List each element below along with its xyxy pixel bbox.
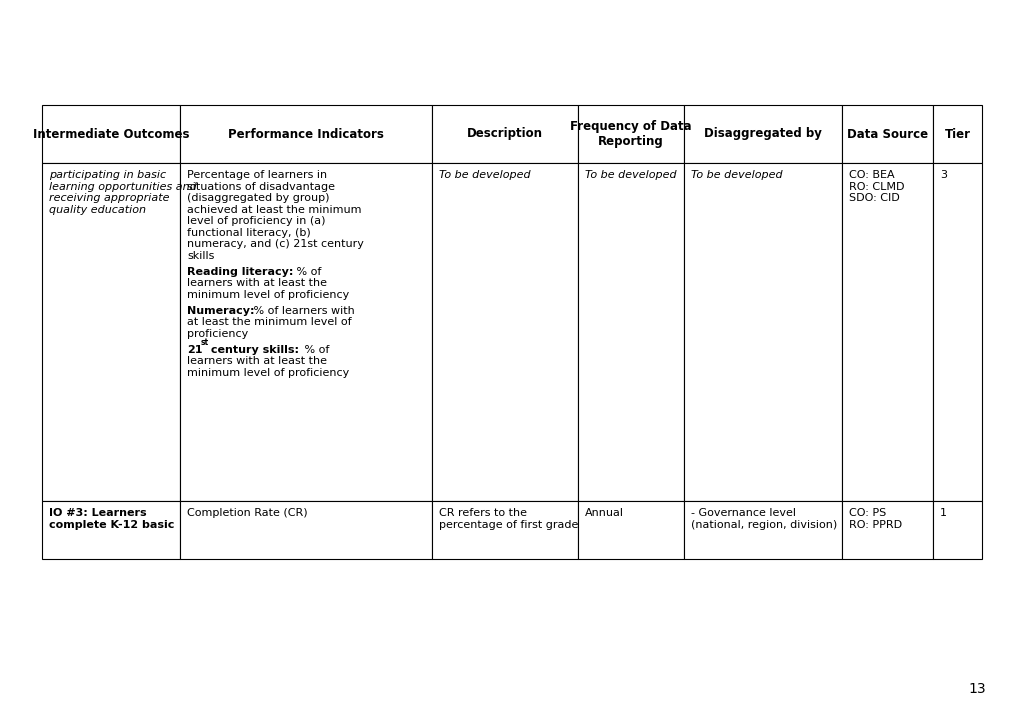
Text: Description: Description <box>467 127 543 140</box>
Bar <box>842 501 933 559</box>
Bar <box>42 501 180 559</box>
Text: Data Source: Data Source <box>847 127 928 140</box>
Text: Disaggregated by: Disaggregated by <box>705 127 822 140</box>
Text: 1: 1 <box>940 508 947 518</box>
Text: st: st <box>201 338 209 348</box>
Bar <box>578 501 684 559</box>
Text: Annual: Annual <box>585 508 624 518</box>
Text: Frequency of Data
Reporting: Frequency of Data Reporting <box>570 120 692 148</box>
Text: To be developed: To be developed <box>691 170 782 180</box>
Text: participating in basic
learning opportunities and
receiving appropriate
quality : participating in basic learning opportun… <box>49 170 197 215</box>
Bar <box>842 163 933 501</box>
Bar <box>180 501 432 559</box>
Text: achieved at least the minimum: achieved at least the minimum <box>187 204 361 214</box>
Bar <box>684 501 842 559</box>
Text: % of: % of <box>293 266 322 277</box>
Bar <box>180 163 432 501</box>
Text: Performance Indicators: Performance Indicators <box>228 127 384 140</box>
Text: Reading literacy:: Reading literacy: <box>187 266 294 277</box>
Bar <box>42 105 180 163</box>
Bar <box>432 163 578 501</box>
Bar <box>180 105 432 163</box>
Text: - Governance level
(national, region, division): - Governance level (national, region, di… <box>691 508 838 529</box>
Text: learners with at least the: learners with at least the <box>187 278 328 288</box>
Text: Intermediate Outcomes: Intermediate Outcomes <box>33 127 189 140</box>
Text: level of proficiency in (a): level of proficiency in (a) <box>187 216 326 226</box>
Text: century skills:: century skills: <box>207 345 299 355</box>
Text: proficiency: proficiency <box>187 329 249 339</box>
Text: situations of disadvantage: situations of disadvantage <box>187 182 335 192</box>
Text: CR refers to the
percentage of first grade: CR refers to the percentage of first gra… <box>439 508 579 529</box>
Text: To be developed: To be developed <box>585 170 677 180</box>
Bar <box>578 163 684 501</box>
Text: Completion Rate (CR): Completion Rate (CR) <box>187 508 308 518</box>
Text: IO #3: Learners
complete K-12 basic: IO #3: Learners complete K-12 basic <box>49 508 174 529</box>
Text: 21: 21 <box>187 345 203 355</box>
Text: Tier: Tier <box>944 127 971 140</box>
Text: at least the minimum level of: at least the minimum level of <box>187 317 352 327</box>
Text: Percentage of learners in: Percentage of learners in <box>187 170 328 180</box>
Text: functional literacy, (b): functional literacy, (b) <box>187 227 311 237</box>
Bar <box>432 105 578 163</box>
Text: 13: 13 <box>969 682 986 696</box>
Text: CO: BEA
RO: CLMD
SDO: CID: CO: BEA RO: CLMD SDO: CID <box>849 170 904 203</box>
Bar <box>933 105 982 163</box>
Bar <box>842 105 933 163</box>
Text: CO: PS
RO: PPRD: CO: PS RO: PPRD <box>849 508 902 529</box>
Bar <box>933 163 982 501</box>
Bar <box>684 163 842 501</box>
Bar <box>432 501 578 559</box>
Bar <box>933 501 982 559</box>
Text: numeracy, and (c) 21st century: numeracy, and (c) 21st century <box>187 239 365 249</box>
Text: 3: 3 <box>940 170 947 180</box>
Text: Numeracy:: Numeracy: <box>187 306 255 316</box>
Bar <box>42 163 180 501</box>
Text: minimum level of proficiency: minimum level of proficiency <box>187 368 349 378</box>
Text: % of learners with: % of learners with <box>250 306 355 316</box>
Bar <box>578 105 684 163</box>
Text: minimum level of proficiency: minimum level of proficiency <box>187 290 349 300</box>
Text: % of: % of <box>301 345 330 355</box>
Text: (disaggregated by group): (disaggregated by group) <box>187 193 330 203</box>
Text: skills: skills <box>187 251 215 261</box>
Bar <box>684 105 842 163</box>
Text: To be developed: To be developed <box>439 170 530 180</box>
Text: learners with at least the: learners with at least the <box>187 356 328 366</box>
